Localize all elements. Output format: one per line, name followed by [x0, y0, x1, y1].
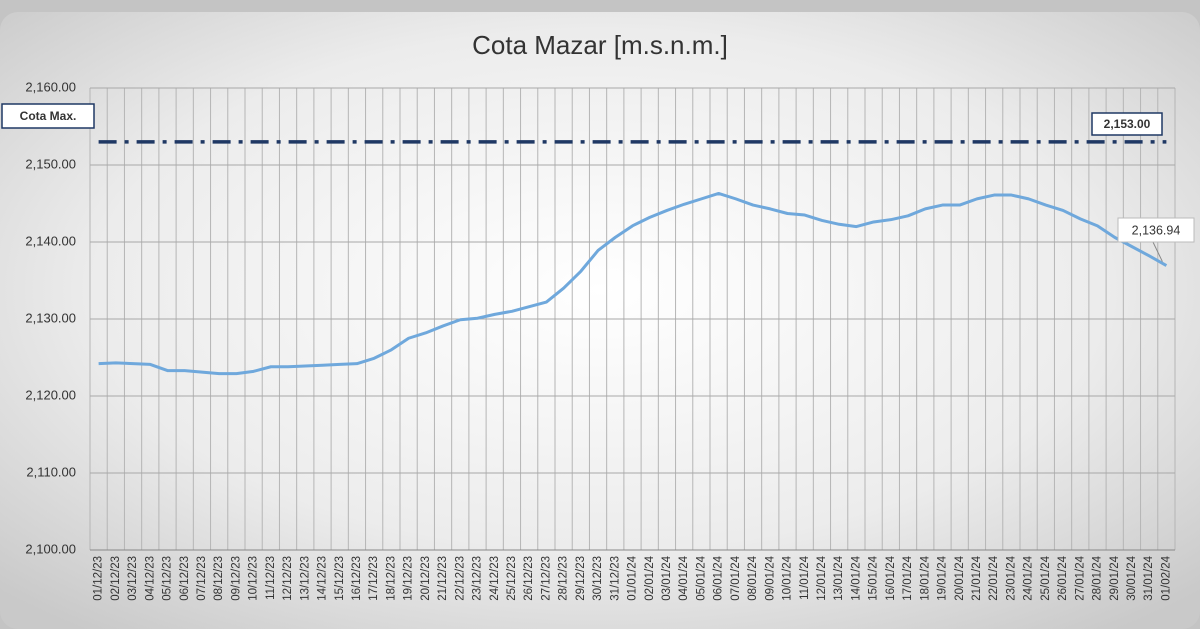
x-tick-label: 23/01/24 — [1005, 555, 1017, 600]
x-tick-label: 26/01/24 — [1057, 555, 1069, 600]
series-name: Cota Max. — [20, 109, 77, 123]
x-tick-label: 06/12/23 — [179, 556, 191, 601]
x-tick-label: 30/01/24 — [1126, 555, 1138, 600]
x-tick-label: 30/12/23 — [592, 556, 604, 601]
x-tick-label: 13/01/24 — [833, 555, 845, 600]
x-tick-label: 10/01/24 — [782, 555, 794, 600]
chart-background — [0, 12, 1200, 629]
x-tick-label: 01/12/23 — [93, 556, 105, 601]
x-tick-label: 07/01/24 — [730, 555, 742, 600]
x-tick-label: 28/01/24 — [1092, 555, 1104, 600]
x-tick-label: 03/01/24 — [661, 555, 673, 600]
x-tick-label: 29/01/24 — [1109, 555, 1121, 600]
x-tick-label: 08/12/23 — [213, 556, 225, 601]
x-tick-label: 31/12/23 — [609, 556, 621, 601]
y-tick-label: 2,120.00 — [25, 387, 76, 402]
x-tick-label: 23/12/23 — [472, 556, 484, 601]
y-tick-label: 2,130.00 — [25, 310, 76, 325]
value-label-box — [1117, 217, 1195, 243]
x-tick-label: 17/01/24 — [902, 555, 914, 600]
x-tick-label: 01/02/24 — [1160, 555, 1172, 600]
x-tick-label: 27/01/24 — [1074, 555, 1086, 600]
series-name-box — [1, 103, 95, 129]
x-tick-label: 27/12/23 — [540, 556, 552, 601]
value-label: 2,136.94 — [1132, 223, 1181, 237]
x-tick-label: 24/01/24 — [1023, 555, 1035, 600]
x-tick-label: 08/01/24 — [747, 555, 759, 600]
x-tick-label: 15/12/23 — [334, 556, 346, 601]
x-tick-label: 29/12/23 — [575, 556, 587, 601]
y-tick-label: 2,140.00 — [25, 233, 76, 248]
data-line — [98, 191, 1168, 376]
x-tick-label: 22/12/23 — [454, 556, 466, 601]
x-tick-label: 17/12/23 — [368, 556, 380, 601]
x-tick-label: 05/01/24 — [695, 555, 707, 600]
x-tick-label: 21/12/23 — [437, 556, 449, 601]
y-tick-label: 2,150.00 — [25, 156, 76, 171]
x-tick-label: 19/12/23 — [403, 556, 415, 601]
x-tick-label: 12/12/23 — [282, 556, 294, 601]
x-tick-label: 22/01/24 — [988, 555, 1000, 600]
x-tick-label: 18/01/24 — [919, 555, 931, 600]
x-tick-label: 24/12/23 — [489, 556, 501, 601]
x-tick-label: 05/12/23 — [162, 556, 174, 601]
x-tick-label: 18/12/23 — [385, 556, 397, 601]
x-tick-label: 02/01/24 — [644, 555, 656, 600]
chart-title: Cota Mazar [m.s.n.m.] — [472, 30, 728, 60]
x-tick-label: 19/01/24 — [937, 555, 949, 600]
value-label-box — [1091, 112, 1163, 136]
x-tick-label: 14/12/23 — [317, 556, 329, 601]
x-tick-label: 01/01/24 — [627, 555, 639, 600]
x-tick-label: 20/12/23 — [420, 556, 432, 601]
x-tick-label: 02/12/23 — [110, 556, 122, 601]
x-tick-label: 11/12/23 — [265, 556, 277, 600]
y-tick-label: 2,160.00 — [25, 79, 76, 94]
x-tick-label: 11/01/24 — [799, 555, 811, 600]
x-tick-label: 09/12/23 — [230, 556, 242, 601]
x-tick-label: 31/01/24 — [1143, 555, 1155, 600]
x-tick-label: 14/01/24 — [850, 555, 862, 600]
x-tick-label: 03/12/23 — [127, 556, 139, 601]
x-tick-label: 28/12/23 — [558, 556, 570, 601]
leader-line — [1151, 239, 1163, 262]
value-label: 2,153.00 — [1104, 117, 1151, 131]
x-tick-label: 16/12/23 — [351, 556, 363, 601]
x-tick-label: 25/12/23 — [506, 556, 518, 601]
x-tick-label: 04/01/24 — [678, 555, 690, 600]
x-tick-label: 20/01/24 — [954, 555, 966, 600]
x-tick-label: 07/12/23 — [196, 556, 208, 601]
x-tick-label: 09/01/24 — [764, 555, 776, 600]
x-tick-label: 16/01/24 — [885, 555, 897, 600]
x-tick-label: 10/12/23 — [248, 556, 260, 601]
y-tick-label: 2,100.00 — [25, 541, 76, 556]
x-tick-label: 06/01/24 — [713, 555, 725, 600]
x-tick-label: 04/12/23 — [144, 556, 156, 601]
x-tick-label: 13/12/23 — [299, 556, 311, 601]
x-tick-label: 15/01/24 — [868, 555, 880, 600]
x-tick-label: 25/01/24 — [1040, 555, 1052, 600]
x-tick-label: 12/01/24 — [816, 555, 828, 600]
x-tick-label: 21/01/24 — [971, 555, 983, 600]
y-tick-label: 2,110.00 — [26, 464, 76, 479]
x-tick-label: 26/12/23 — [523, 556, 535, 601]
